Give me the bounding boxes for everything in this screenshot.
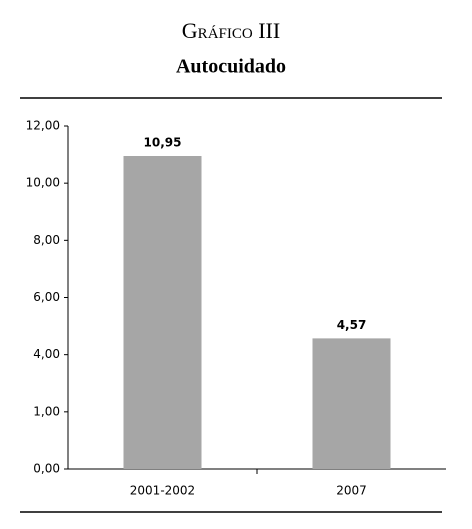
y-tick-label: 12,00 — [26, 119, 60, 133]
x-tick-label: 2001-2002 — [130, 484, 195, 498]
bar — [312, 338, 391, 469]
chart-title: Gráfico III — [182, 18, 280, 43]
y-tick-label: 4,00 — [33, 347, 60, 361]
y-tick-label: 0,00 — [33, 462, 60, 476]
value-label: 4,57 — [337, 318, 367, 332]
chart-subtitle: Autocuidado — [176, 56, 286, 78]
value-label: 10,95 — [144, 136, 182, 150]
y-tick-label: 8,00 — [33, 233, 60, 247]
bar — [123, 156, 202, 469]
y-tick-label: 6,00 — [33, 290, 60, 304]
y-tick-label: 10,00 — [26, 176, 60, 190]
y-tick-label: 1,00 — [33, 404, 60, 418]
x-tick-label: 2007 — [336, 484, 367, 498]
